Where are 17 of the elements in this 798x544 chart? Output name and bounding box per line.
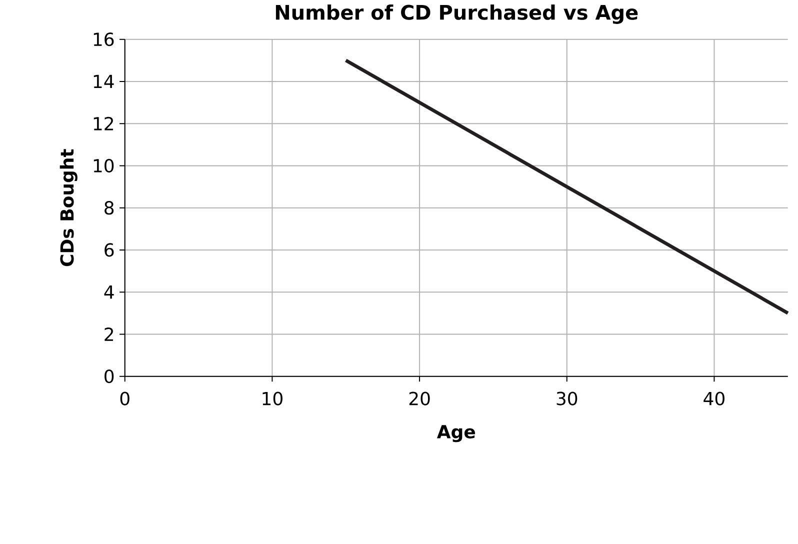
x-tick-label: 40 (704, 392, 724, 406)
y-tick-label: 16 (94, 32, 114, 46)
y-tick-label: 0 (104, 370, 114, 384)
y-tick-label: 6 (104, 243, 114, 257)
x-tick-label: 10 (262, 392, 282, 406)
x-tick-label: 20 (409, 392, 430, 406)
y-tick-label: 2 (104, 328, 114, 341)
y-axis-title: CDs Bought (60, 149, 78, 266)
x-axis-title: Age (436, 425, 476, 442)
chart-title: Number of CD Purchased vs Age (276, 4, 638, 24)
y-tick-label: 12 (94, 117, 114, 130)
y-tick-label: 14 (94, 74, 114, 88)
y-tick-label: 4 (104, 286, 114, 299)
x-tick-label: 0 (120, 392, 130, 406)
y-tick-label: 10 (94, 159, 114, 173)
y-tick-label: 8 (104, 201, 114, 215)
x-tick-label: 30 (556, 392, 578, 406)
